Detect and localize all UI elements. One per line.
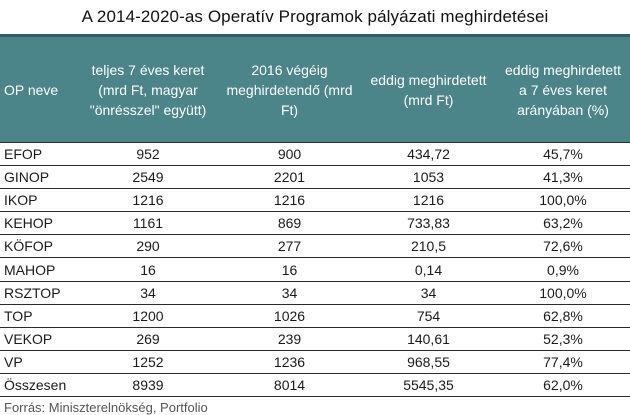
cell-announced: 0,14	[361, 257, 496, 282]
cell-ratio: 62,0%	[496, 373, 630, 398]
cell-total-budget: 16	[78, 257, 218, 282]
cell-total-budget: 8939	[78, 373, 218, 398]
table-row: KEHOP 1161 869 733,83 63,2%	[0, 211, 630, 236]
cell-planned-2016: 1236	[218, 350, 361, 374]
table-row-total: Összesen 8939 8014 5545,35 62,0%	[0, 373, 630, 398]
cell-op-name: Összesen	[0, 373, 78, 398]
cell-op-name: MAHOP	[0, 257, 78, 282]
cell-announced: 434,72	[361, 141, 496, 167]
cell-ratio: 72,6%	[496, 234, 630, 259]
cell-total-budget: 290	[78, 234, 218, 259]
cell-op-name: KEHOP	[0, 211, 78, 236]
table-title: A 2014-2020-as Operatív Programok pályáz…	[81, 7, 549, 26]
cell-total-budget: 1161	[78, 211, 218, 236]
cell-op-name: KÖFOP	[0, 234, 78, 259]
table-row: EFOP 952 900 434,72 45,7%	[0, 141, 630, 167]
cell-planned-2016: 1026	[218, 304, 361, 328]
header-total-budget: teljes 7 éves keret (mrd Ft, magyar "önr…	[78, 34, 218, 143]
cell-planned-2016: 34	[218, 281, 361, 305]
cell-total-budget: 2549	[78, 165, 218, 190]
table-row: GINOP 2549 2201 1053 41,3%	[0, 165, 630, 190]
cell-op-name: GINOP	[0, 165, 78, 190]
header-ratio: eddig meghirdetett a 7 éves keret arányá…	[496, 34, 630, 143]
table-row: VP 1252 1236 968,55 77,4%	[0, 350, 630, 374]
cell-total-budget: 1216	[78, 188, 218, 213]
table-row: IKOP 1216 1216 1216 100,0%	[0, 188, 630, 213]
table-row: RSZTOP 34 34 34 100,0%	[0, 281, 630, 305]
op-table: OP neve teljes 7 éves keret (mrd Ft, mag…	[0, 34, 630, 398]
cell-planned-2016: 8014	[218, 373, 361, 398]
table-row: VEKOP 269 239 140,61 52,3%	[0, 327, 630, 351]
cell-op-name: VP	[0, 350, 78, 374]
header-announced: eddig meghirdetett (mrd Ft)	[361, 34, 496, 143]
cell-total-budget: 1200	[78, 304, 218, 328]
cell-ratio: 45,7%	[496, 141, 630, 167]
cell-total-budget: 34	[78, 281, 218, 305]
cell-announced: 968,55	[361, 350, 496, 374]
header-row: OP neve teljes 7 éves keret (mrd Ft, mag…	[0, 34, 630, 143]
cell-ratio: 100,0%	[496, 188, 630, 213]
cell-op-name: IKOP	[0, 188, 78, 213]
cell-announced: 34	[361, 281, 496, 305]
header-op-name: OP neve	[0, 34, 78, 143]
cell-ratio: 41,3%	[496, 165, 630, 190]
cell-op-name: TOP	[0, 304, 78, 328]
cell-announced: 210,5	[361, 234, 496, 259]
cell-announced: 140,61	[361, 327, 496, 351]
cell-total-budget: 952	[78, 141, 218, 167]
cell-ratio: 63,2%	[496, 211, 630, 236]
cell-ratio: 52,3%	[496, 327, 630, 351]
cell-ratio: 0,9%	[496, 257, 630, 282]
cell-ratio: 77,4%	[496, 350, 630, 374]
cell-announced: 1216	[361, 188, 496, 213]
cell-ratio: 100,0%	[496, 281, 630, 305]
cell-planned-2016: 239	[218, 327, 361, 351]
cell-total-budget: 1252	[78, 350, 218, 374]
cell-planned-2016: 900	[218, 141, 361, 167]
cell-announced: 733,83	[361, 211, 496, 236]
cell-planned-2016: 869	[218, 211, 361, 236]
cell-total-budget: 269	[78, 327, 218, 351]
cell-announced: 1053	[361, 165, 496, 190]
cell-planned-2016: 2201	[218, 165, 361, 190]
cell-ratio: 62,8%	[496, 304, 630, 328]
cell-planned-2016: 16	[218, 257, 361, 282]
table-row: TOP 1200 1026 754 62,8%	[0, 304, 630, 328]
table-row: KÖFOP 290 277 210,5 72,6%	[0, 234, 630, 259]
cell-op-name: RSZTOP	[0, 281, 78, 305]
cell-announced: 754	[361, 304, 496, 328]
source-note: Forrás: Miniszterelnökség, Portfolio	[4, 400, 208, 415]
table-row: MAHOP 16 16 0,14 0,9%	[0, 257, 630, 282]
cell-op-name: VEKOP	[0, 327, 78, 351]
cell-planned-2016: 277	[218, 234, 361, 259]
cell-planned-2016: 1216	[218, 188, 361, 213]
cell-op-name: EFOP	[0, 141, 78, 167]
header-planned-2016: 2016 végéig meghirdetendő (mrd Ft)	[218, 34, 361, 143]
cell-announced: 5545,35	[361, 373, 496, 398]
